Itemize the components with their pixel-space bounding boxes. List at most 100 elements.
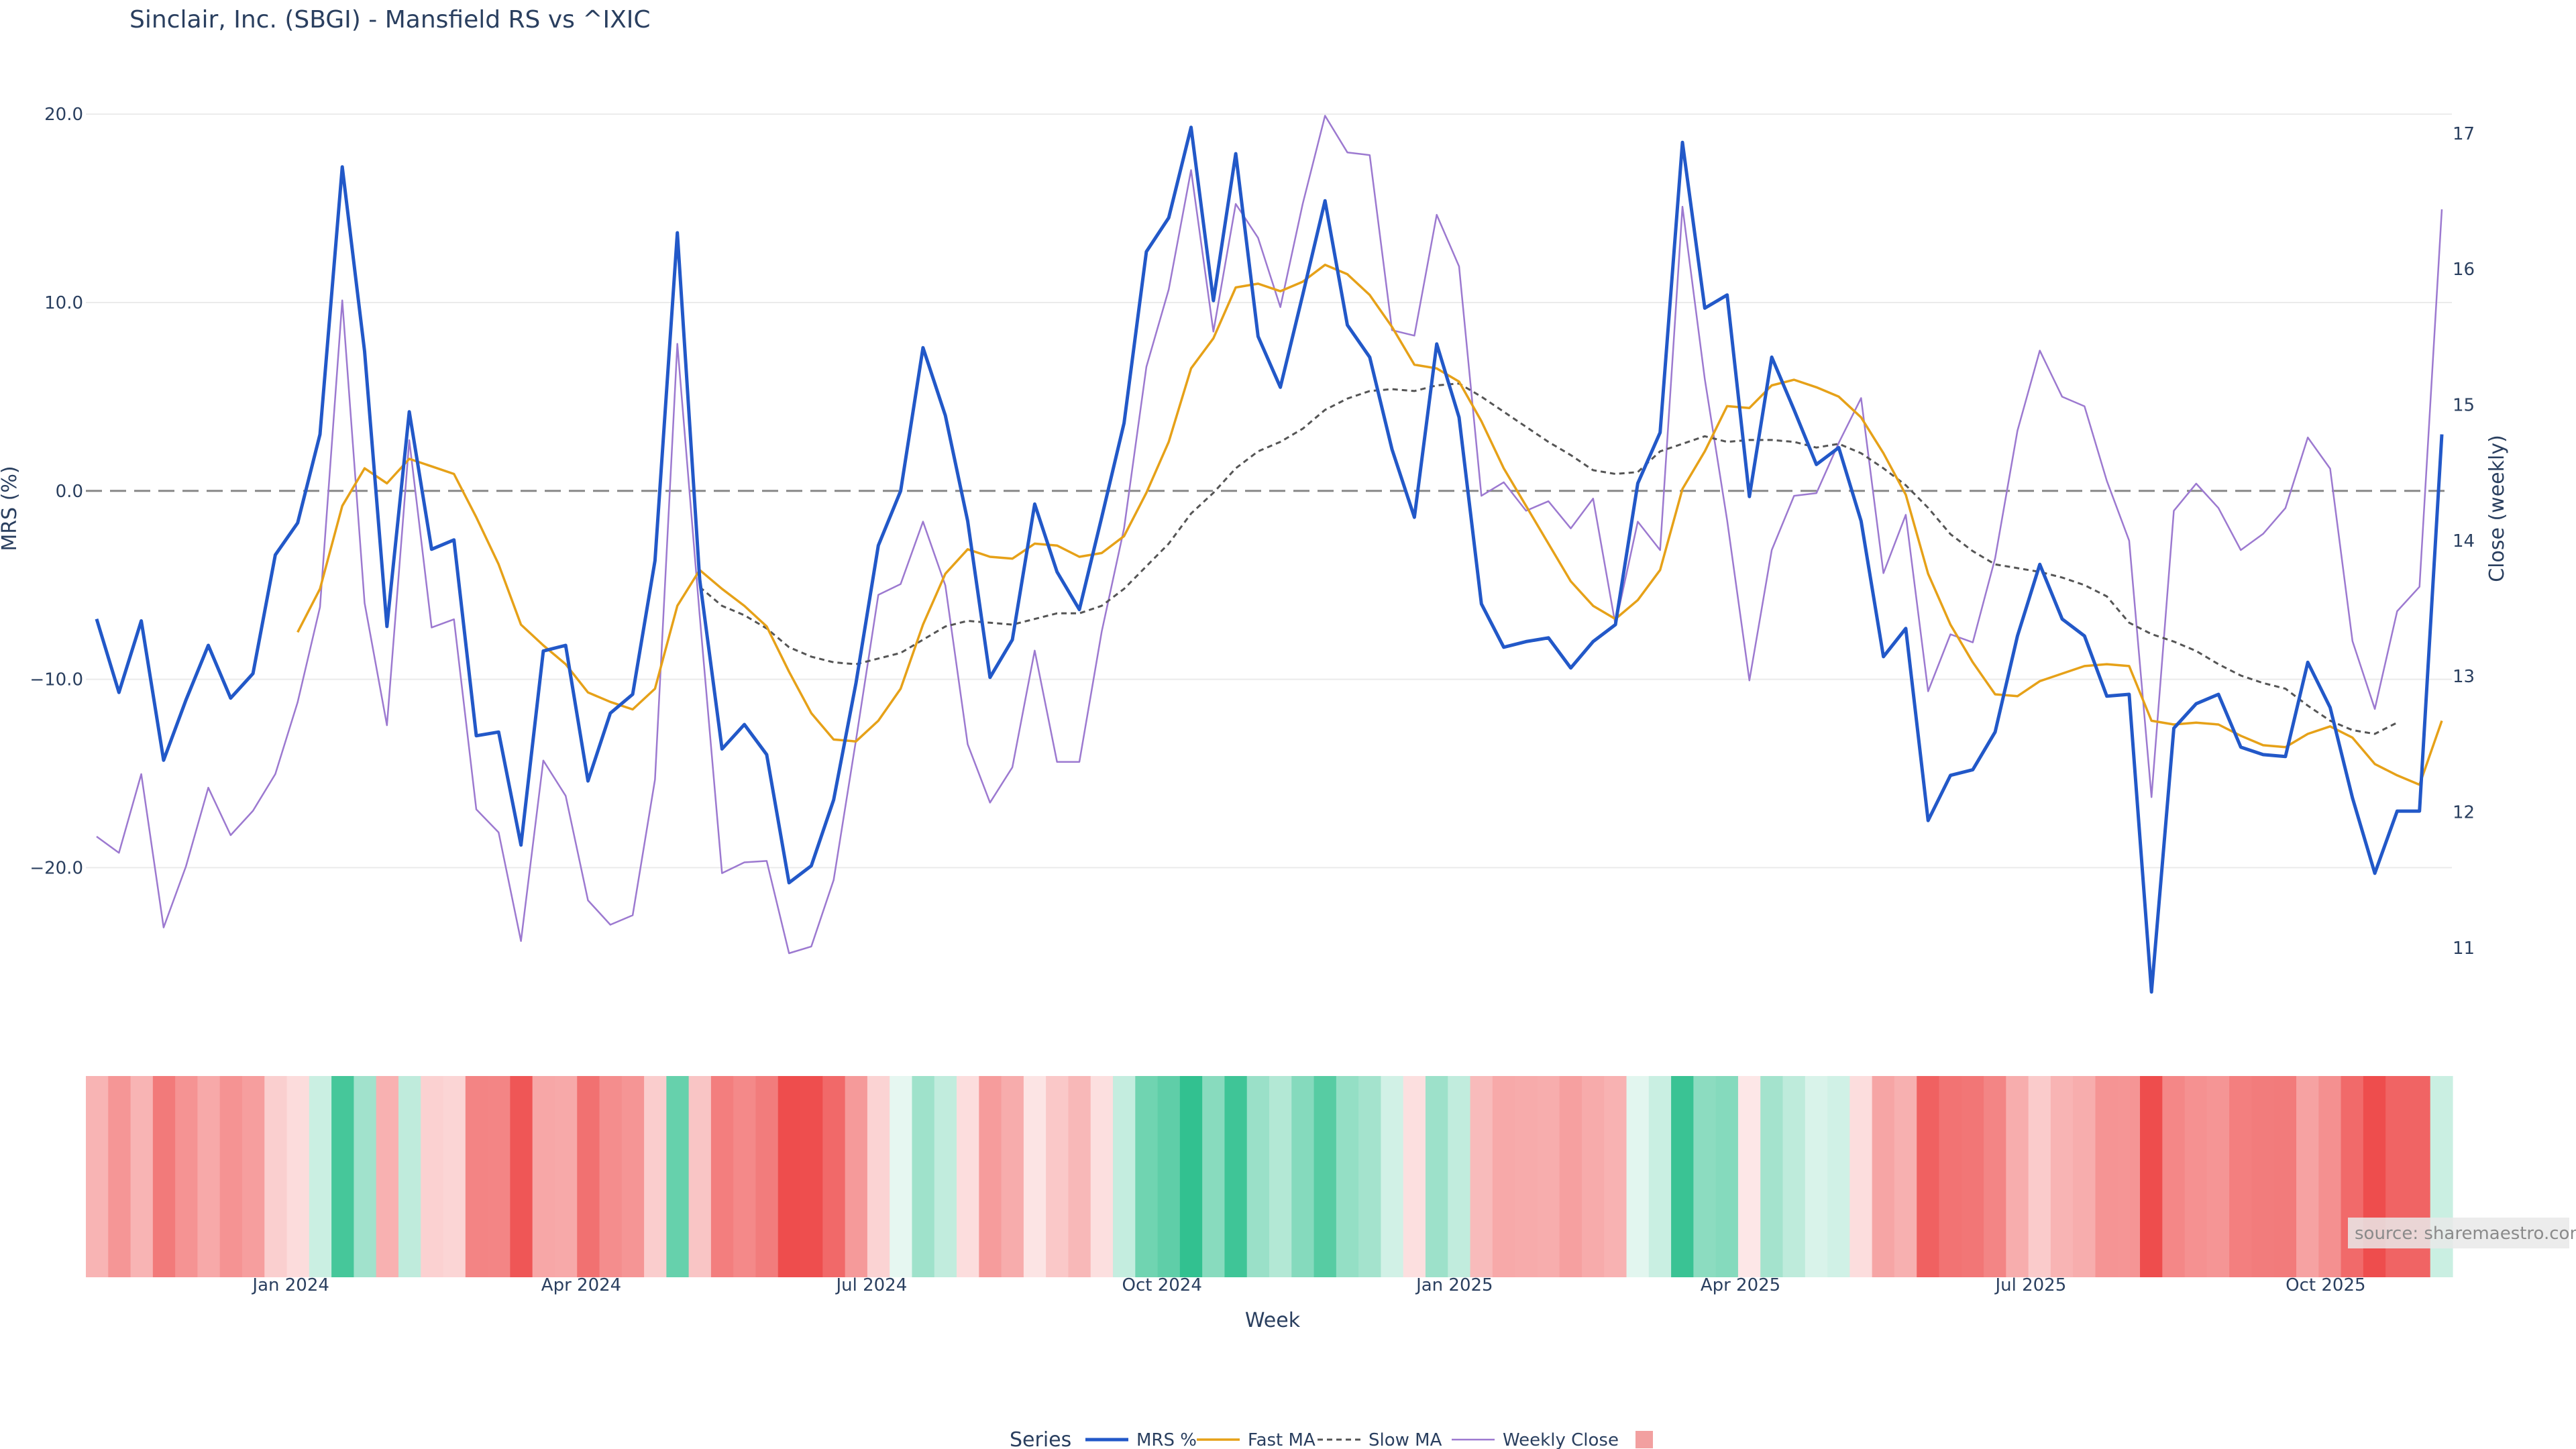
x-tick-label: Apr 2024	[541, 1275, 621, 1295]
heatmap-cell	[644, 1076, 667, 1277]
heatmap-cell	[890, 1076, 913, 1277]
heatmap-cell	[86, 1076, 109, 1277]
legend: Series MRS % Fast MA Slow MA Weekly Close	[1010, 1428, 1653, 1449]
heatmap-cell	[1425, 1076, 1448, 1277]
heatmap-cell	[1626, 1076, 1650, 1277]
heatmap-cell	[1358, 1076, 1382, 1277]
heatmap-cell	[1157, 1076, 1181, 1277]
heatmap-cell	[1917, 1076, 1940, 1277]
heatmap-cell	[1001, 1076, 1024, 1277]
heatmap-cell	[376, 1076, 399, 1277]
heatmap-cell	[286, 1076, 310, 1277]
heatmap-cell	[1336, 1076, 1359, 1277]
heatmap-cell	[1872, 1076, 1895, 1277]
heatmap-cell	[733, 1076, 757, 1277]
x-tick-label: Jul 2024	[835, 1275, 907, 1295]
x-tick-label: Jul 2025	[1994, 1275, 2066, 1295]
legend-label: MRS %	[1136, 1430, 1197, 1449]
heatmap-cell	[1782, 1076, 1806, 1277]
heatmap-cell	[1246, 1076, 1270, 1277]
heatmap-cell	[1581, 1076, 1605, 1277]
x-axis-ticks: Jan 2024 Apr 2024 Jul 2024 Oct 2024 Jan 2025…	[251, 1275, 2365, 1295]
right-y-tick-label: 11	[2453, 938, 2475, 959]
left-y-axis-label: MRS (%)	[0, 466, 21, 551]
legend-swatch	[1635, 1431, 1653, 1448]
right-y-tick-label: 16	[2453, 260, 2475, 280]
heatmap-cell	[2095, 1076, 2118, 1277]
heatmap-cell	[1403, 1076, 1426, 1277]
source-text: source: sharemaestro.com	[2355, 1224, 2576, 1244]
heatmap-cell	[1224, 1076, 1248, 1277]
x-tick-label: Jan 2024	[251, 1275, 329, 1295]
heatmap-cell	[2140, 1076, 2163, 1277]
x-axis-label: Week	[1245, 1309, 1301, 1332]
heatmap-cell	[264, 1076, 288, 1277]
heatmap-cell	[309, 1076, 332, 1277]
heatmap-cell	[1291, 1076, 1315, 1277]
left-y-tick-label: −20.0	[30, 858, 83, 878]
heatmap-cell	[241, 1076, 265, 1277]
heatmap-cell	[1470, 1076, 1493, 1277]
heatmap-cell	[1537, 1076, 1560, 1277]
heatmap-cell	[2028, 1076, 2051, 1277]
heatmap-cell	[2050, 1076, 2074, 1277]
right-y-axis-label: Close (weekly)	[2485, 435, 2509, 582]
heatmap-cell	[219, 1076, 243, 1277]
legend-label: Weekly Close	[1503, 1430, 1619, 1449]
heatmap-cell	[331, 1076, 354, 1277]
heatmap-cell	[130, 1076, 154, 1277]
right-y-tick-label: 14	[2453, 531, 2475, 551]
heatmap-cell	[1693, 1076, 1717, 1277]
mrs-line	[95, 125, 2444, 994]
heatmap-cell	[688, 1076, 712, 1277]
weekly-close-line	[96, 115, 2443, 955]
heatmap-cell	[354, 1076, 377, 1277]
heatmap-cell	[1715, 1076, 1739, 1277]
heatmap-cell	[1313, 1076, 1337, 1277]
series-lines	[95, 115, 2444, 994]
heatmap-cell	[621, 1076, 645, 1277]
x-tick-label: Jan 2025	[1415, 1275, 1493, 1295]
heatmap-cell	[1849, 1076, 1873, 1277]
heatmap-cell	[867, 1076, 890, 1277]
legend-label: Fast MA	[1248, 1430, 1316, 1449]
heatmap-cell	[1805, 1076, 1828, 1277]
x-tick-label: Oct 2024	[1122, 1275, 1201, 1295]
heatmap-cell	[1090, 1076, 1114, 1277]
grid-lines	[86, 113, 2452, 869]
mrs-heatmap-strip	[86, 1076, 2453, 1277]
chart-title: Sinclair, Inc. (SBGI) - Mansfield RS vs …	[129, 6, 651, 34]
heatmap-cell	[2184, 1076, 2208, 1277]
heatmap-cell	[1737, 1076, 1761, 1277]
heatmap-cell	[554, 1076, 578, 1277]
heatmap-cell	[1113, 1076, 1136, 1277]
heatmap-cell	[421, 1076, 444, 1277]
heatmap-cell	[1448, 1076, 1471, 1277]
heatmap-cell	[175, 1076, 199, 1277]
heatmap-cell	[1046, 1076, 1069, 1277]
source-annotation: source: sharemaestro.com	[2348, 1218, 2576, 1248]
heatmap-cell	[1961, 1076, 1984, 1277]
heatmap-cell	[800, 1076, 823, 1277]
heatmap-cell	[710, 1076, 734, 1277]
heatmap-cell	[465, 1076, 488, 1277]
heatmap-cell	[1894, 1076, 1917, 1277]
right-y-axis-ticks: 17 16 15 14 13 12 11	[2453, 124, 2475, 959]
heatmap-cell	[1068, 1076, 1091, 1277]
left-y-tick-label: −10.0	[30, 670, 83, 690]
heatmap-cell	[912, 1076, 935, 1277]
right-y-tick-label: 12	[2453, 803, 2475, 823]
right-y-tick-label: 13	[2453, 667, 2475, 687]
heatmap-cell	[1984, 1076, 2006, 1277]
left-y-tick-label: 20.0	[44, 105, 83, 125]
heatmap-cell	[1023, 1076, 1046, 1277]
heatmap-cell	[2073, 1076, 2096, 1277]
left-y-axis-ticks: 20.0 10.0 0.0 −10.0 −20.0	[30, 105, 83, 878]
legend-label: Slow MA	[1368, 1430, 1442, 1449]
heatmap-cell	[845, 1076, 868, 1277]
left-y-tick-label: 0.0	[56, 482, 83, 502]
heatmap-cell	[957, 1076, 979, 1277]
heatmap-cell	[1648, 1076, 1672, 1277]
heatmap-cell	[1492, 1076, 1515, 1277]
